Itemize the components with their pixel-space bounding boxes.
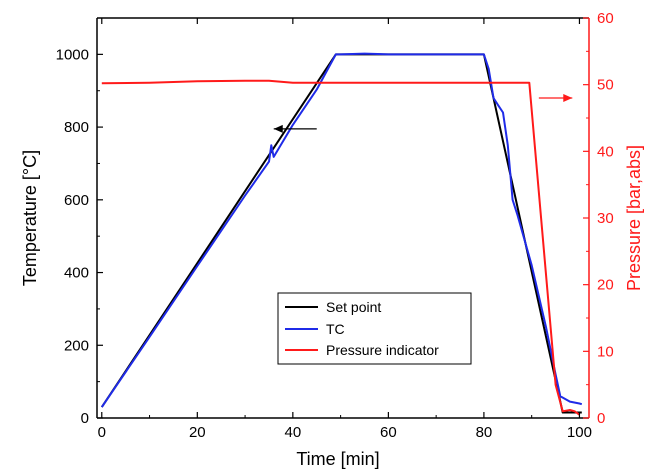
series-line-pressure-indicator [101,79,580,416]
legend-label-tc: TC [326,321,345,337]
y-axis-right-title: Pressure [bar,abs] [624,145,644,291]
x-tick-label: 80 [476,424,493,441]
x-tick-label: 0 [98,424,106,441]
y-axis-left-title: Temperature [°C] [20,150,40,286]
series-line-tc [100,52,583,408]
y-left-tick-label: 1000 [56,46,89,63]
y-right-tick-label: 20 [597,277,614,294]
x-tick-label: 20 [189,424,206,441]
x-tick-label: 100 [567,424,592,441]
y-right-tick-label: 60 [597,10,614,27]
x-tick-label: 40 [285,424,302,441]
y-left-tick-label: 400 [64,265,89,282]
y-right-tick-label: 40 [597,143,614,160]
legend-label-set-point: Set point [326,299,381,315]
x-tick-label: 60 [380,424,397,441]
y-right-tick-label: 30 [597,210,614,227]
y-left-tick-label: 0 [81,410,89,427]
annotation-layer [273,94,573,133]
legend-label-pressure: Pressure indicator [326,342,439,358]
legend: Set point TC Pressure indicator [277,292,472,365]
arrow-right-1-head [563,94,573,102]
y-left-tick-label: 600 [64,192,89,209]
y-left-tick-label: 800 [64,119,89,136]
axes-layer: 0 20 40 60 80 1000200400600800100001020304050… [56,10,614,441]
y-right-tick-label: 0 [597,410,605,427]
y-left-tick-label: 200 [64,337,89,354]
y-right-tick-label: 50 [597,77,614,94]
arrow-left-0-head [273,124,283,133]
x-axis-title: Time [min] [296,449,379,469]
y-right-tick-label: 10 [597,343,614,360]
series-layer [100,52,583,416]
